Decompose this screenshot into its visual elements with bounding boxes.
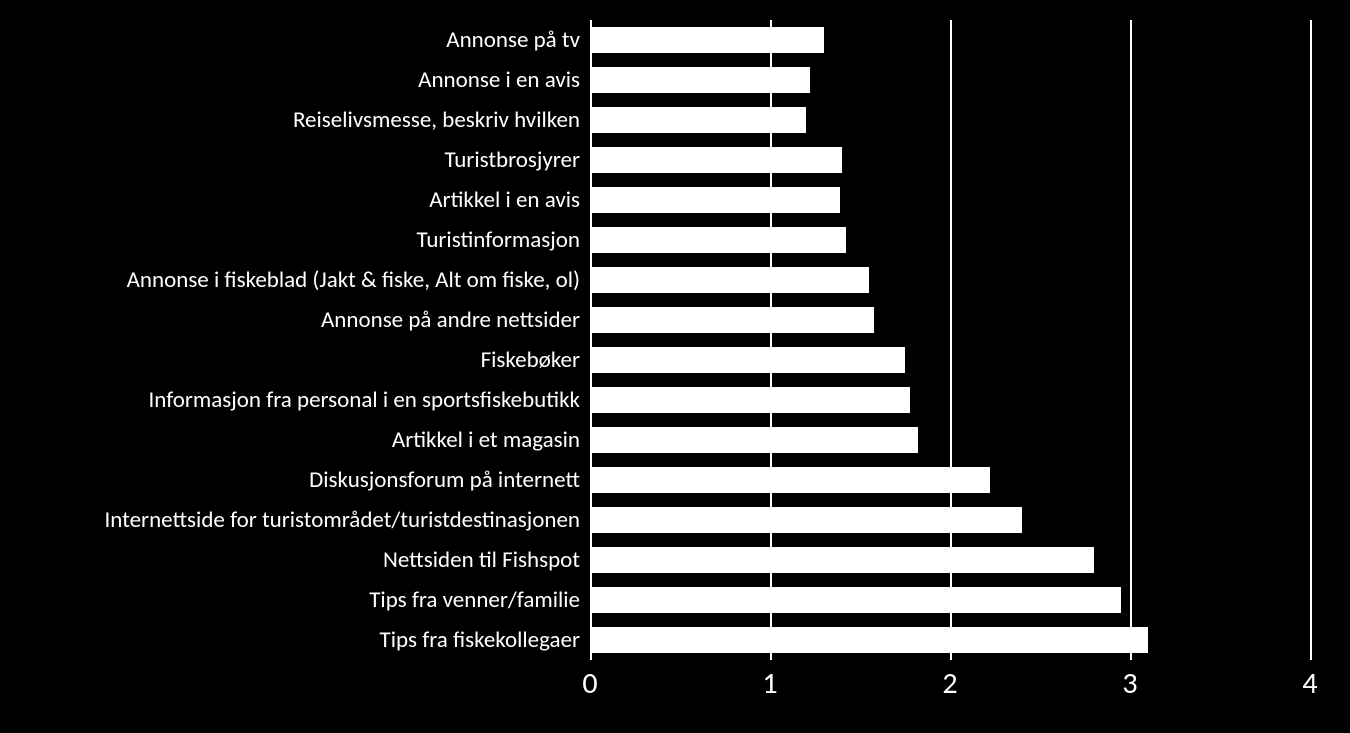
bar: [590, 147, 842, 173]
bar: [590, 547, 1094, 573]
bar-row: [590, 620, 1148, 660]
category-label: Turistinformasjon: [0, 220, 580, 260]
bar: [590, 347, 905, 373]
category-label: Annonse i fiskeblad (Jakt & fiske, Alt o…: [0, 260, 580, 300]
bar-row: [590, 540, 1094, 580]
category-label: Annonse på andre nettsider: [0, 300, 580, 340]
bar: [590, 267, 869, 293]
x-tick-label: 1: [750, 665, 790, 702]
category-label: Fiskebøker: [0, 340, 580, 380]
category-label: Diskusjonsforum på internett: [0, 460, 580, 500]
x-tick-label: 3: [1110, 665, 1150, 702]
category-label: Informasjon fra personal i en sportsfisk…: [0, 380, 580, 420]
bar-row: [590, 20, 824, 60]
bar: [590, 67, 810, 93]
bar: [590, 587, 1121, 613]
gridline: [1310, 20, 1312, 660]
bar: [590, 427, 918, 453]
bar-row: [590, 220, 846, 260]
category-label: Turistbrosjyrer: [0, 140, 580, 180]
x-axis: 01234: [590, 665, 1310, 715]
category-label: Tips fra fiskekollegaer: [0, 620, 580, 660]
bar-row: [590, 60, 810, 100]
x-tick-label: 2: [930, 665, 970, 702]
category-label: Annonse i en avis: [0, 60, 580, 100]
category-label: Artikkel i et magasin: [0, 420, 580, 460]
bar: [590, 27, 824, 53]
category-label: Annonse på tv: [0, 20, 580, 60]
bar-row: [590, 140, 842, 180]
x-tick-label: 0: [570, 665, 610, 702]
bar: [590, 307, 874, 333]
bar: [590, 387, 910, 413]
bar-row: [590, 180, 840, 220]
bar-row: [590, 260, 869, 300]
bar-row: [590, 100, 806, 140]
bar-row: [590, 500, 1022, 540]
bar-row: [590, 460, 990, 500]
bar: [590, 467, 990, 493]
bar: [590, 227, 846, 253]
category-label: Internettside for turistområdet/turistde…: [0, 500, 580, 540]
bar-row: [590, 340, 905, 380]
bar-row: [590, 580, 1121, 620]
y-axis-labels: Annonse på tvAnnonse i en avisReiselivsm…: [0, 20, 580, 660]
category-label: Nettsiden til Fishspot: [0, 540, 580, 580]
chart-container: Annonse på tvAnnonse i en avisReiselivsm…: [0, 20, 1350, 733]
x-tick-label: 4: [1290, 665, 1330, 702]
bar-row: [590, 300, 874, 340]
category-label: Artikkel i en avis: [0, 180, 580, 220]
plot-area: [590, 20, 1310, 660]
category-label: Reiselivsmesse, beskriv hvilken: [0, 100, 580, 140]
bar: [590, 627, 1148, 653]
bar-row: [590, 380, 910, 420]
bar: [590, 187, 840, 213]
bar-row: [590, 420, 918, 460]
category-label: Tips fra venner/familie: [0, 580, 580, 620]
bar: [590, 107, 806, 133]
bar: [590, 507, 1022, 533]
bars: [590, 20, 1310, 660]
